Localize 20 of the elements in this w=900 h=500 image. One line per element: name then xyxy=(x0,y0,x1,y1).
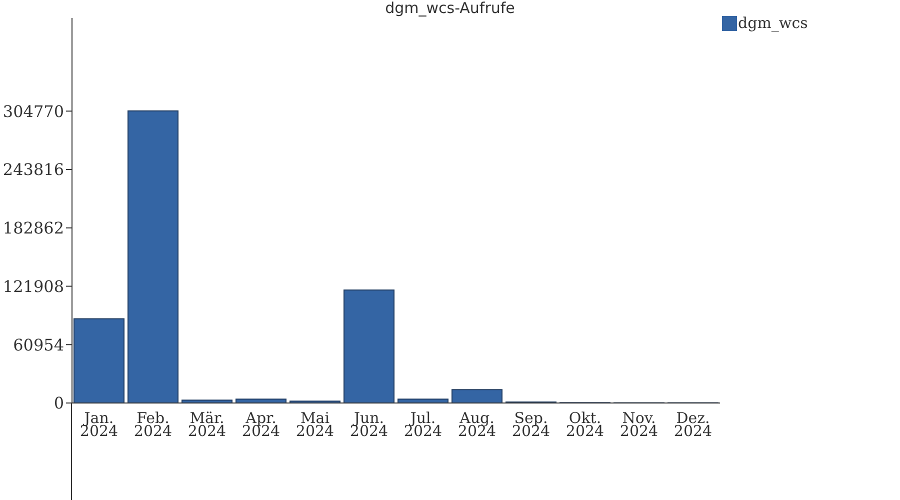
y-tick-label: 304770 xyxy=(2,102,64,121)
y-tick-label: 121908 xyxy=(2,276,64,296)
x-tick-label: Feb. 2024 xyxy=(134,409,172,440)
y-tick-label: 60954 xyxy=(13,335,64,354)
chart-title: dgm_wcs-Aufrufe xyxy=(385,0,515,17)
x-tick-label: Aug. 2024 xyxy=(458,409,496,440)
x-tick-label: Mai 2024 xyxy=(296,409,334,440)
y-tick-label: 243816 xyxy=(2,160,64,180)
x-tick-label: Jul. 2024 xyxy=(404,409,442,440)
x-tick-label: Apr. 2024 xyxy=(242,409,280,440)
x-tick-label: Dez. 2024 xyxy=(674,409,712,440)
legend-label: dgm_wcs xyxy=(738,14,808,32)
x-tick-label: Jun. 2024 xyxy=(350,409,388,440)
x-tick-label: Jan. 2024 xyxy=(80,409,118,440)
x-tick-label: Okt. 2024 xyxy=(566,409,604,440)
x-tick-label: Mär. 2024 xyxy=(188,409,226,440)
y-tick-label: 0 xyxy=(54,394,64,413)
x-tick-label: Nov. 2024 xyxy=(620,409,658,440)
x-tick-label: Sep. 2024 xyxy=(512,409,550,440)
y-tick-label: 182862 xyxy=(2,218,64,238)
